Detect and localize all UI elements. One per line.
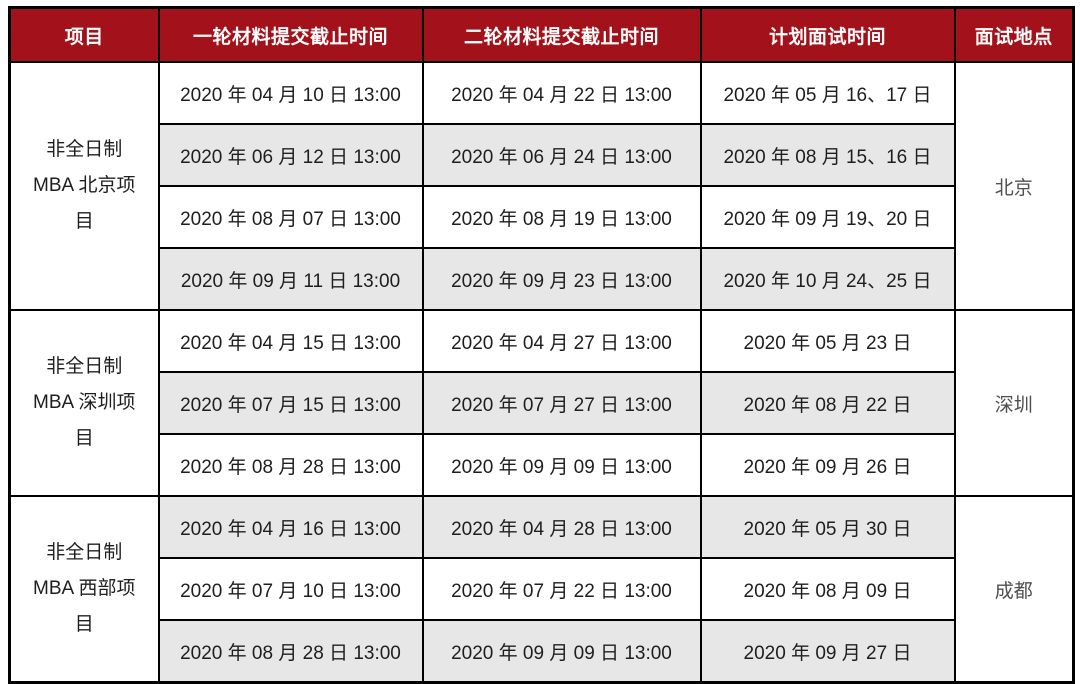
round2-deadline: 2020 年 08 月 19 日 13:00 — [421, 185, 702, 249]
interview-time: 2020 年 09 月 27 日 — [699, 619, 956, 684]
interview-time: 2020 年 08 月 15、16 日 — [699, 123, 956, 187]
interview-time: 2020 年 05 月 23 日 — [699, 309, 956, 373]
round1-deadline: 2020 年 04 月 10 日 13:00 — [157, 61, 424, 125]
round1-deadline: 2020 年 07 月 15 日 13:00 — [157, 371, 424, 435]
mba-interview-schedule-page: 项目 一轮材料提交截止时间 二轮材料提交截止时间 计划面试时间 面试地点 非全日… — [8, 6, 1075, 684]
round1-deadline: 2020 年 04 月 16 日 13:00 — [157, 495, 424, 559]
col-header-interview-location: 面试地点 — [953, 6, 1075, 63]
round2-deadline: 2020 年 09 月 09 日 13:00 — [421, 619, 702, 684]
round2-deadline: 2020 年 09 月 09 日 13:00 — [421, 433, 702, 497]
round1-deadline: 2020 年 06 月 12 日 13:00 — [157, 123, 424, 187]
col-header-project: 项目 — [8, 6, 160, 63]
interview-location-chengdu: 成都 — [953, 495, 1075, 684]
table-row: 2020 年 07 月 15 日 13:00 2020 年 07 月 27 日 … — [10, 371, 1074, 435]
interview-time: 2020 年 09 月 19、20 日 — [699, 185, 956, 249]
interview-time: 2020 年 08 月 09 日 — [699, 557, 956, 621]
round2-deadline: 2020 年 04 月 28 日 13:00 — [421, 495, 702, 559]
round1-deadline: 2020 年 08 月 07 日 13:00 — [157, 185, 424, 249]
interview-location-beijing: 北京 — [953, 61, 1075, 311]
interview-time: 2020 年 08 月 22 日 — [699, 371, 956, 435]
round2-deadline: 2020 年 04 月 22 日 13:00 — [421, 61, 702, 125]
project-name-west: 非全日制 MBA 西部项目 — [8, 495, 160, 684]
round1-deadline: 2020 年 07 月 10 日 13:00 — [157, 557, 424, 621]
table-row: 2020 年 08 月 28 日 13:00 2020 年 09 月 09 日 … — [10, 619, 1074, 684]
interview-time: 2020 年 10 月 24、25 日 — [699, 247, 956, 311]
header-row: 项目 一轮材料提交截止时间 二轮材料提交截止时间 计划面试时间 面试地点 — [8, 6, 1075, 63]
round1-deadline: 2020 年 08 月 28 日 13:00 — [157, 619, 424, 684]
mba-interview-schedule-table: 项目 一轮材料提交截止时间 二轮材料提交截止时间 计划面试时间 面试地点 非全日… — [8, 6, 1075, 684]
project-name-beijing: 非全日制 MBA 北京项目 — [8, 61, 160, 311]
table-row: 2020 年 06 月 12 日 13:00 2020 年 06 月 24 日 … — [10, 123, 1074, 187]
table-row: 非全日制 MBA 深圳项目 2020 年 04 月 15 日 13:00 202… — [8, 309, 1075, 497]
table-row: 非全日制 MBA 北京项目 2020 年 04 月 10 日 13:00 202… — [8, 61, 1075, 311]
project-name-shenzhen: 非全日制 MBA 深圳项目 — [8, 309, 160, 497]
round1-deadline: 2020 年 08 月 28 日 13:00 — [157, 433, 424, 497]
table-row: 2020 年 07 月 10 日 13:00 2020 年 07 月 22 日 … — [10, 557, 1074, 621]
round2-deadline: 2020 年 09 月 23 日 13:00 — [421, 247, 702, 311]
round1-deadline: 2020 年 04 月 15 日 13:00 — [157, 309, 424, 373]
interview-location-shenzhen: 深圳 — [953, 309, 1075, 497]
round1-deadline: 2020 年 09 月 11 日 13:00 — [157, 247, 424, 311]
col-header-round2-deadline: 二轮材料提交截止时间 — [421, 6, 702, 63]
round2-deadline: 2020 年 06 月 24 日 13:00 — [421, 123, 702, 187]
interview-time: 2020 年 05 月 30 日 — [699, 495, 956, 559]
round2-deadline: 2020 年 07 月 22 日 13:00 — [421, 557, 702, 621]
table-row: 2020 年 08 月 07 日 13:00 2020 年 08 月 19 日 … — [10, 185, 1074, 249]
col-header-interview-time: 计划面试时间 — [699, 6, 956, 63]
col-header-round1-deadline: 一轮材料提交截止时间 — [157, 6, 424, 63]
interview-time: 2020 年 05 月 16、17 日 — [699, 61, 956, 125]
table-row: 2020 年 09 月 11 日 13:00 2020 年 09 月 23 日 … — [10, 247, 1074, 311]
round2-deadline: 2020 年 04 月 27 日 13:00 — [421, 309, 702, 373]
table-row: 非全日制 MBA 西部项目 2020 年 04 月 16 日 13:00 202… — [8, 495, 1075, 684]
interview-time: 2020 年 09 月 26 日 — [699, 433, 956, 497]
table-row: 2020 年 08 月 28 日 13:00 2020 年 09 月 09 日 … — [10, 433, 1074, 497]
round2-deadline: 2020 年 07 月 27 日 13:00 — [421, 371, 702, 435]
